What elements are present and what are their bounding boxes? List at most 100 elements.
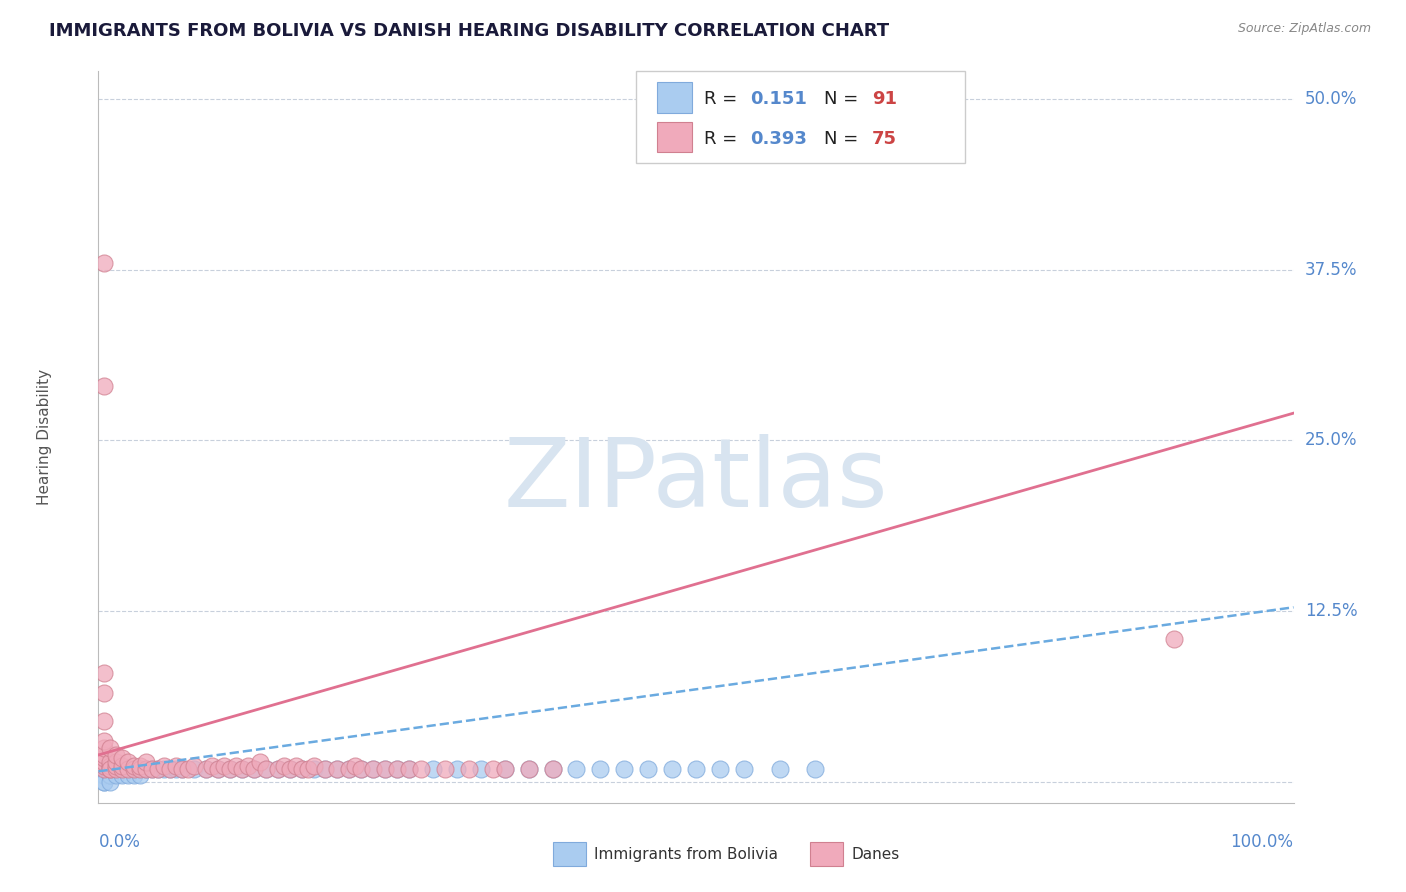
Point <box>93 762 115 776</box>
Point <box>93 762 115 776</box>
Point <box>363 762 385 776</box>
Point <box>105 762 128 776</box>
Point <box>363 762 385 776</box>
Point <box>148 762 170 776</box>
Point <box>93 762 115 776</box>
Text: Source: ZipAtlas.com: Source: ZipAtlas.com <box>1237 22 1371 36</box>
Text: 75: 75 <box>872 130 897 148</box>
Point <box>278 762 301 776</box>
Point <box>129 759 152 773</box>
Point <box>93 775 115 789</box>
Point <box>111 750 134 764</box>
Point <box>93 762 115 776</box>
Text: Hearing Disability: Hearing Disability <box>37 369 52 505</box>
Text: 0.151: 0.151 <box>749 90 807 109</box>
Point <box>278 762 301 776</box>
Point <box>93 762 115 776</box>
Bar <box>657 82 692 113</box>
Point <box>804 762 827 776</box>
Point <box>105 762 128 776</box>
Point <box>254 762 277 776</box>
Point <box>124 762 146 776</box>
Text: N =: N = <box>824 90 863 109</box>
Point <box>93 755 115 769</box>
Point <box>93 762 115 776</box>
Point <box>434 762 457 776</box>
Point <box>212 759 235 773</box>
Point <box>111 762 134 776</box>
Point <box>422 762 444 776</box>
Bar <box>810 842 844 866</box>
Point <box>302 762 325 776</box>
Point <box>374 762 396 776</box>
Point <box>117 762 139 776</box>
Point <box>93 768 115 782</box>
Point <box>93 768 115 782</box>
Text: R =: R = <box>704 130 744 148</box>
Point <box>219 762 242 776</box>
Point <box>117 768 139 782</box>
Point <box>458 762 481 776</box>
Point <box>93 762 115 776</box>
Point <box>733 762 755 776</box>
Point <box>93 762 115 776</box>
Point <box>637 762 659 776</box>
Point <box>98 762 122 776</box>
Point <box>93 762 115 776</box>
Point <box>135 762 157 776</box>
Point <box>411 762 433 776</box>
Point <box>124 759 146 773</box>
Point <box>93 768 115 782</box>
Point <box>517 762 540 776</box>
Point <box>98 768 122 782</box>
Point <box>135 762 157 776</box>
Point <box>398 762 420 776</box>
Point <box>153 759 176 773</box>
Point <box>129 762 152 776</box>
Point <box>93 686 115 700</box>
Point <box>111 762 134 776</box>
Point <box>111 768 134 782</box>
Point <box>165 762 187 776</box>
Point <box>350 762 373 776</box>
Point <box>565 762 588 776</box>
Point <box>135 755 157 769</box>
Point <box>172 762 194 776</box>
Point <box>177 762 200 776</box>
Point <box>291 762 314 776</box>
Point <box>541 762 564 776</box>
Point <box>165 759 187 773</box>
Bar <box>553 842 586 866</box>
Point <box>93 379 115 393</box>
Point <box>98 759 122 773</box>
Point <box>105 762 128 776</box>
Bar <box>657 121 692 153</box>
Point <box>315 762 337 776</box>
Point <box>339 762 361 776</box>
Point <box>93 741 115 756</box>
Point <box>481 762 505 776</box>
Text: Danes: Danes <box>852 847 900 862</box>
Point <box>93 762 115 776</box>
Text: 0.0%: 0.0% <box>98 833 141 851</box>
Point <box>93 759 115 773</box>
Point <box>339 762 361 776</box>
Point <box>297 762 319 776</box>
Point <box>201 759 224 773</box>
Point <box>93 762 115 776</box>
Point <box>93 665 115 680</box>
Point <box>129 762 152 776</box>
Text: Immigrants from Bolivia: Immigrants from Bolivia <box>595 847 779 862</box>
Point <box>219 762 242 776</box>
Point <box>148 762 170 776</box>
Point <box>93 762 115 776</box>
Point <box>315 762 337 776</box>
Point <box>98 762 122 776</box>
Point <box>105 759 128 773</box>
Point <box>117 755 139 769</box>
Point <box>243 762 266 776</box>
Point <box>93 734 115 748</box>
Text: 12.5%: 12.5% <box>1305 602 1357 621</box>
Point <box>385 762 409 776</box>
Text: 25.0%: 25.0% <box>1305 432 1357 450</box>
